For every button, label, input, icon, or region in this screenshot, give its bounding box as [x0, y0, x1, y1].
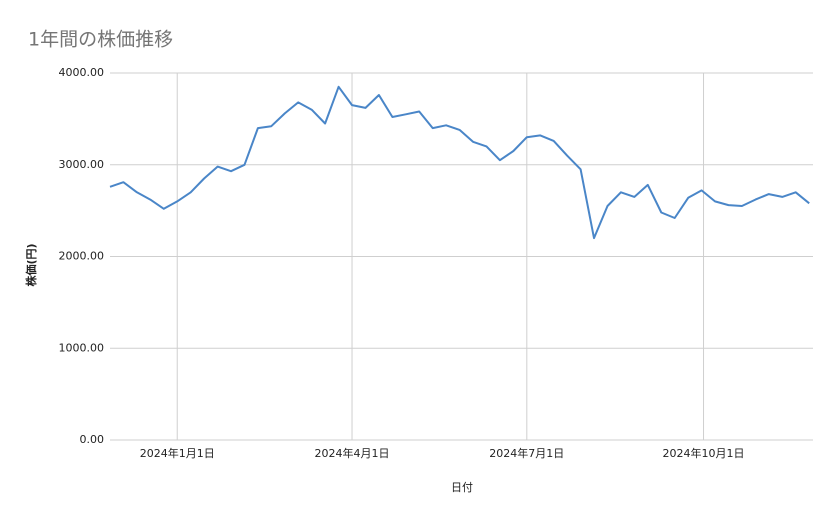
- x-tick-label: 2024年10月1日: [663, 446, 745, 460]
- y-tick-label: 2000.00: [59, 250, 105, 263]
- x-tick-label: 2024年4月1日: [315, 446, 390, 460]
- y-axis-title: 株価(円): [24, 243, 38, 286]
- y-tick-label: 4000.00: [59, 66, 105, 79]
- y-tick-label: 1000.00: [59, 341, 105, 354]
- price-line: [109, 85, 810, 240]
- x-axis-title: 日付: [451, 481, 473, 494]
- x-tick-label: 2024年7月1日: [489, 446, 564, 460]
- chart-title: 1年間の株価推移: [28, 29, 173, 51]
- y-tick-label: 3000.00: [59, 158, 105, 171]
- x-tick-label: 2024年1月1日: [140, 446, 215, 460]
- y-tick-label: 0.00: [80, 433, 105, 446]
